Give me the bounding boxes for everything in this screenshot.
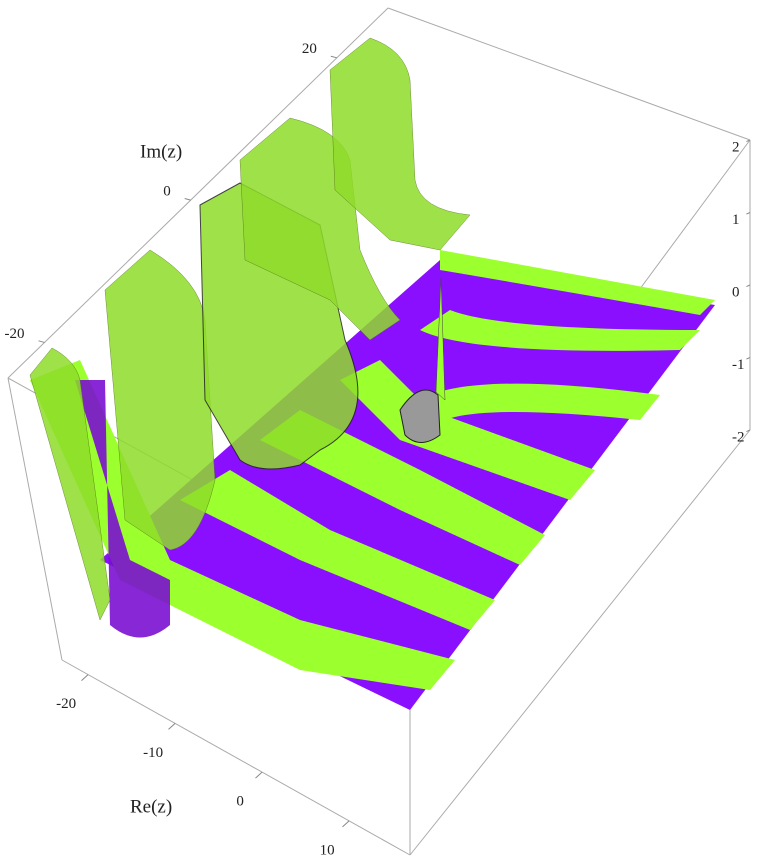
tick-label: -2 [732, 429, 745, 445]
tick-mark [184, 198, 191, 201]
tick-label: 0 [236, 794, 244, 810]
tick-label: 0 [732, 284, 740, 300]
surface-band [420, 383, 660, 430]
column [29, 347, 111, 621]
column [75, 380, 170, 638]
surface-band [260, 410, 545, 565]
column [329, 37, 471, 251]
pole [399, 389, 441, 443]
surface-band [180, 470, 495, 630]
tick-label: -20 [56, 696, 76, 712]
tick-label: 20 [302, 41, 317, 57]
tick-mark [342, 820, 350, 828]
surface-band [340, 360, 595, 500]
y-axis-title: Im(z) [140, 141, 182, 162]
column [239, 117, 401, 341]
tick-label: -1 [732, 357, 745, 373]
surface-band [440, 250, 715, 315]
surface-band [420, 310, 700, 351]
tick-label: 2 [732, 139, 740, 155]
x-axis-title: Re(z) [130, 796, 172, 817]
tick-label: 0 [163, 184, 171, 200]
tick-label: -20 [5, 326, 25, 342]
tick-mark [746, 429, 751, 433]
tick-mark [38, 340, 45, 343]
tick-label: 1 [732, 212, 740, 228]
surface [29, 37, 715, 710]
tick-mark [746, 212, 751, 215]
tick-mark [255, 771, 263, 779]
tick-mark [746, 284, 751, 288]
tick-mark [81, 674, 89, 681]
tick-label: 10 [320, 842, 335, 858]
tick-mark [330, 55, 337, 59]
tick-mark [168, 723, 176, 730]
tick-mark [746, 139, 751, 143]
tick-label: -10 [143, 745, 163, 761]
column [104, 249, 216, 551]
tick-mark [746, 357, 751, 360]
spike [435, 277, 446, 401]
